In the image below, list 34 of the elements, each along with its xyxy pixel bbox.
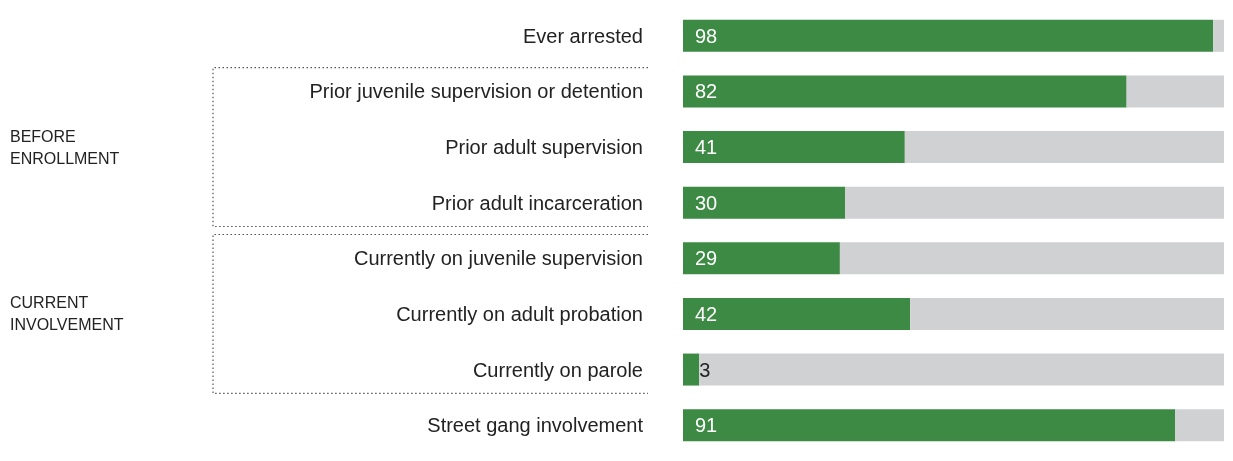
bar: [683, 353, 700, 386]
bar: [699, 353, 1224, 386]
bar: [683, 186, 846, 219]
y-tick-label: Ever arrested: [522, 24, 643, 47]
bar: [683, 297, 911, 330]
bar: [683, 131, 905, 164]
y-tick-label: Prior adult incarceration: [431, 191, 643, 214]
y-tick-label: Currently on parole: [472, 358, 643, 381]
data-label: 41: [695, 136, 718, 159]
bar: [1126, 75, 1224, 108]
bar: [683, 75, 1127, 108]
bar: [839, 242, 1224, 275]
bar: [910, 297, 1224, 330]
bar: [1175, 409, 1224, 442]
data-label: 29: [695, 247, 718, 270]
text: CURRENT INVOLVEMENT: [10, 294, 124, 334]
bar: [904, 131, 1224, 164]
data-label: 98: [695, 24, 718, 47]
bar: [845, 186, 1224, 219]
y-tick-label: Prior juvenile supervision or detention: [309, 80, 643, 103]
bar: [1213, 19, 1224, 52]
bar: [683, 409, 1176, 442]
text: BEFORE ENROLLMENT: [10, 127, 120, 167]
data-label: 82: [695, 80, 718, 103]
data-label: 3: [699, 358, 711, 381]
y-tick-label: Currently on adult probation: [396, 302, 643, 325]
data-label: 91: [695, 414, 718, 437]
y-tick-label: Prior adult supervision: [445, 136, 643, 159]
bar: [683, 242, 840, 275]
bar: [683, 19, 1214, 52]
y-tick-label: Street gang involvement: [427, 414, 644, 437]
data-label: 42: [695, 302, 718, 325]
data-label: 30: [695, 191, 718, 214]
y-tick-label: Currently on juvenile supervision: [353, 247, 643, 270]
